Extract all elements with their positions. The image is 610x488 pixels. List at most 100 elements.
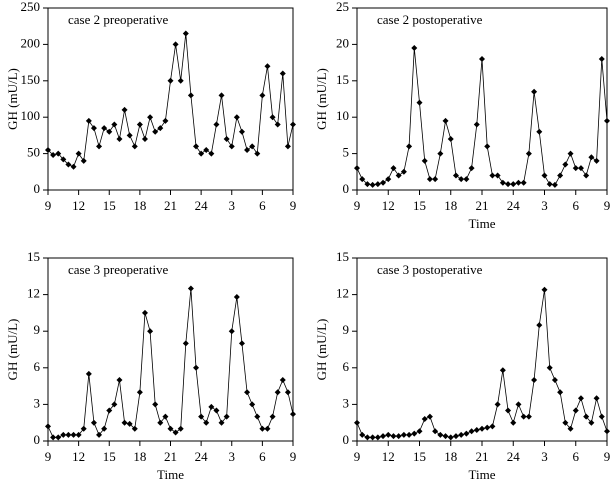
data-point [531,88,538,95]
data-point [525,150,532,157]
data-point [177,425,184,432]
data-point [238,128,245,135]
data-point [141,309,148,316]
data-point [359,176,366,183]
data-point [259,92,266,99]
data-point [274,121,281,128]
data-point [244,146,251,153]
data-point [572,407,579,414]
data-point [510,419,517,426]
data-point [567,425,574,432]
x-tick-label: 15 [413,449,426,464]
data-point [432,428,439,435]
data-point [411,45,418,52]
data-point [126,132,133,139]
data-point [390,165,397,172]
data-point [458,176,465,183]
data-point [421,416,428,423]
data-point [385,176,392,183]
data-point [463,176,470,183]
data-point [65,161,72,168]
data-point [121,419,128,426]
data-point [369,434,376,441]
x-tick-label: 3 [541,198,548,213]
data-point [426,176,433,183]
data-point [395,433,402,440]
data-point [116,136,123,143]
data-point [416,99,423,106]
y-tick-label: 3 [343,395,350,410]
data-point [279,70,286,77]
y-tick-label: 100 [21,108,41,123]
data-point [557,389,564,396]
data-point [60,431,67,438]
data-point [244,389,251,396]
y-tick-label: 0 [34,181,41,196]
data-point [489,172,496,179]
y-tick-label: 9 [34,322,41,337]
data-point [203,146,210,153]
data-point [437,431,444,438]
data-point [55,434,62,441]
data-point [551,181,558,188]
x-tick-label: 9 [45,449,52,464]
data-point [520,179,527,186]
data-point [359,431,366,438]
data-point [111,401,118,408]
data-point [588,154,595,161]
y-tick-label: 15 [336,249,349,264]
data-point [400,431,407,438]
data-point [354,165,360,172]
y-tick-label: 12 [27,286,40,301]
data-point [354,419,360,426]
x-tick-label: 9 [45,198,52,213]
data-point [494,401,501,408]
data-point [546,364,553,371]
data-point [577,165,584,172]
data-point [567,150,574,157]
data-point [182,30,189,37]
data-point [264,63,271,70]
data-point [525,413,532,420]
y-tick-label: 250 [21,0,41,14]
data-point [604,117,610,124]
x-tick-label: 24 [195,198,209,213]
data-point [290,411,296,418]
panel-title: case 3 preoperative [68,262,169,277]
data-point [473,121,480,128]
data-point [604,428,610,435]
data-point [85,117,92,124]
y-tick-label: 3 [34,395,41,410]
y-tick-label: 150 [21,72,41,87]
data-point [75,431,82,438]
data-point [162,413,169,420]
data-point [85,370,92,377]
data-point [131,425,138,432]
y-tick-label: 0 [343,432,350,447]
data-point [515,401,522,408]
data-point [213,121,220,128]
data-point [364,181,371,188]
data-point [598,413,605,420]
data-point [406,431,413,438]
data-point [147,114,154,121]
data-point [395,172,402,179]
data-point [249,401,256,408]
data-point [45,146,51,153]
data-point [598,55,605,62]
data-point [274,389,281,396]
data-point [546,181,553,188]
data-point [364,434,371,441]
data-point [136,121,143,128]
data-point [380,179,387,186]
x-tick-label: 15 [413,198,426,213]
data-point [593,157,600,164]
data-point [233,114,240,121]
data-point [101,125,108,132]
data-point [90,125,97,132]
data-point [505,407,512,414]
y-axis-label: GH (mU/L) [314,319,329,381]
data-point [505,181,512,188]
data-point [111,121,118,128]
data-point [50,152,57,159]
